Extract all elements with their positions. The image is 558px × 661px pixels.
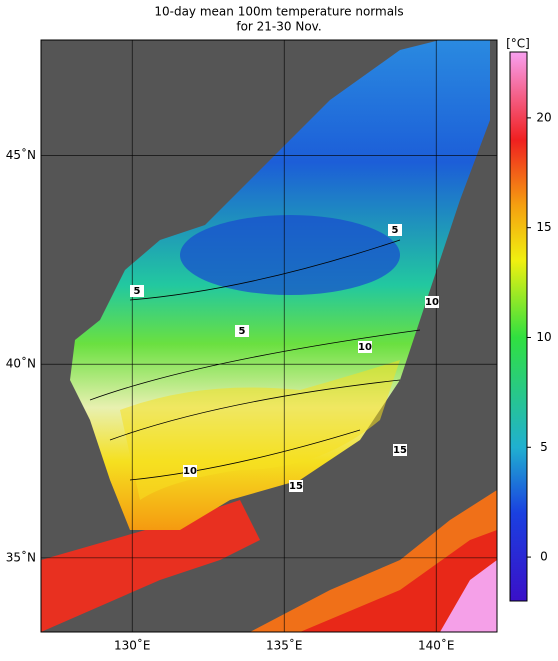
contour-label: 15 — [289, 481, 303, 492]
title-line: for 21-30 Nov. — [236, 20, 321, 34]
map-frame — [40, 39, 498, 633]
contour-label: 10 — [358, 342, 372, 353]
contour-label-bg — [183, 465, 197, 477]
contour-label-bg — [289, 480, 303, 492]
strait-sea — [41, 500, 260, 632]
contours — [89, 239, 421, 481]
y-tick-label: 40˚N — [6, 356, 36, 371]
colorbar — [509, 51, 528, 602]
contour-label: 5 — [392, 225, 399, 236]
pacific-hot — [440, 560, 497, 632]
y-tick-label: 45˚N — [6, 147, 36, 162]
colorbar-tick-label: 20 — [536, 110, 551, 124]
contour-label-bg — [425, 296, 439, 308]
contour-label: 5 — [239, 326, 246, 337]
title-line: 10-day mean 100m temperature normals — [154, 5, 403, 19]
y-tick-label: 35˚N — [6, 549, 36, 564]
contour-label: 10 — [425, 297, 439, 308]
colorbar-tick-label: 15 — [536, 220, 551, 234]
contour-label: 15 — [393, 445, 407, 456]
x-tick-label: 140˚E — [418, 638, 455, 653]
colorbar-tick-label: 0 — [540, 550, 548, 564]
contour-label-bg — [358, 341, 372, 353]
x-tick-label: 135˚E — [266, 638, 303, 653]
contour-label-bg — [130, 285, 144, 297]
colorbar-tick-label: 5 — [540, 440, 548, 454]
contour-label-bg — [393, 444, 407, 456]
contour-label: 5 — [134, 286, 141, 297]
x-tick-label: 130˚E — [114, 638, 151, 653]
cold-core — [180, 215, 400, 295]
contour-label: 10 — [183, 466, 197, 477]
contour-label-bg — [235, 325, 249, 337]
pacific-warm — [300, 530, 497, 632]
contour-label-bg — [388, 224, 402, 236]
colorbar-unit: [°C] — [506, 37, 530, 51]
map-field — [41, 40, 497, 632]
colorbar-tick-label: 10 — [536, 330, 551, 344]
